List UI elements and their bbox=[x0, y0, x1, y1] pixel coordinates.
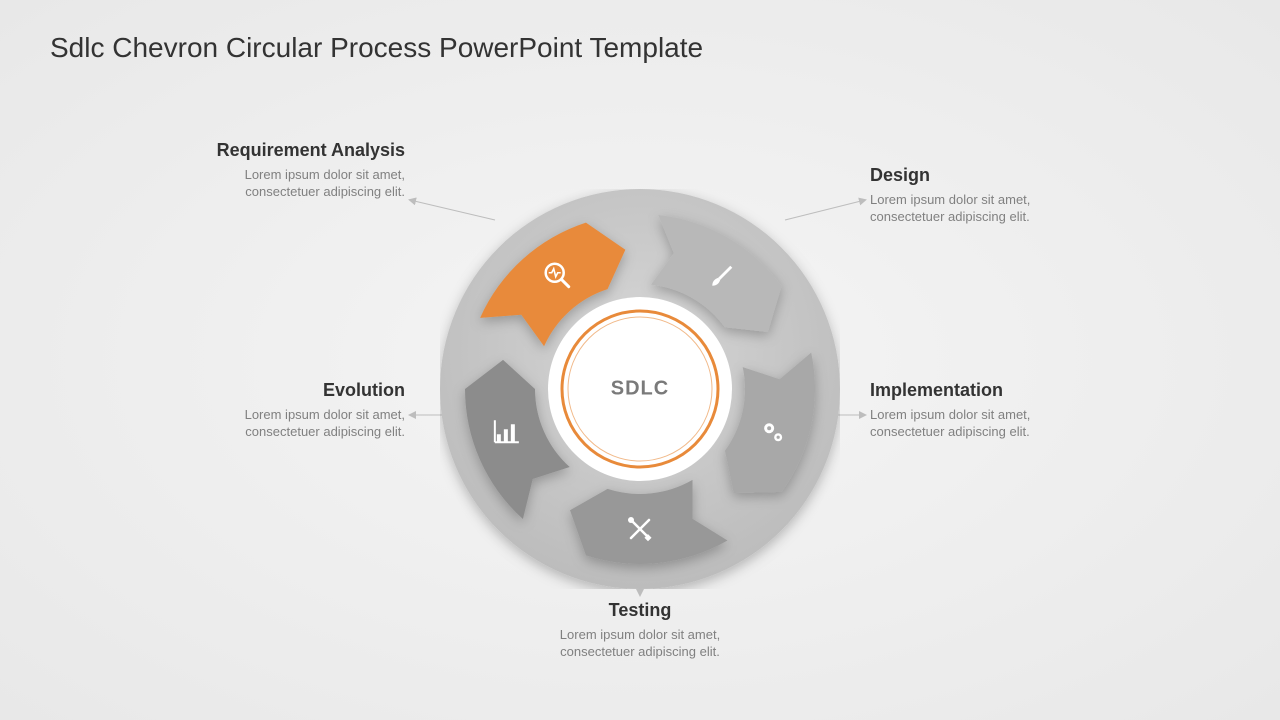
callout-body: Lorem ipsum dolor sit amet, consectetuer… bbox=[185, 166, 405, 201]
callout-testing: Testing Lorem ipsum dolor sit amet, cons… bbox=[530, 600, 750, 661]
callout-body: Lorem ipsum dolor sit amet, consectetuer… bbox=[185, 406, 405, 441]
callout-body: Lorem ipsum dolor sit amet, consectetuer… bbox=[870, 406, 1090, 441]
callout-body: Lorem ipsum dolor sit amet, consectetuer… bbox=[870, 191, 1090, 226]
circular-diagram: SDLC bbox=[440, 189, 840, 589]
callout-title: Testing bbox=[530, 600, 750, 622]
callout-design: Design Lorem ipsum dolor sit amet, conse… bbox=[870, 165, 1090, 226]
callout-implementation: Implementation Lorem ipsum dolor sit ame… bbox=[870, 380, 1090, 441]
callout-title: Requirement Analysis bbox=[185, 140, 405, 162]
page-title: Sdlc Chevron Circular Process PowerPoint… bbox=[50, 32, 703, 64]
callout-title: Implementation bbox=[870, 380, 1090, 402]
center-label: SDLC bbox=[611, 377, 669, 400]
callout-title: Design bbox=[870, 165, 1090, 187]
callout-evolution: Evolution Lorem ipsum dolor sit amet, co… bbox=[185, 380, 405, 441]
callout-requirement: Requirement Analysis Lorem ipsum dolor s… bbox=[185, 140, 405, 201]
callout-body: Lorem ipsum dolor sit amet, consectetuer… bbox=[530, 626, 750, 661]
callout-title: Evolution bbox=[185, 380, 405, 402]
